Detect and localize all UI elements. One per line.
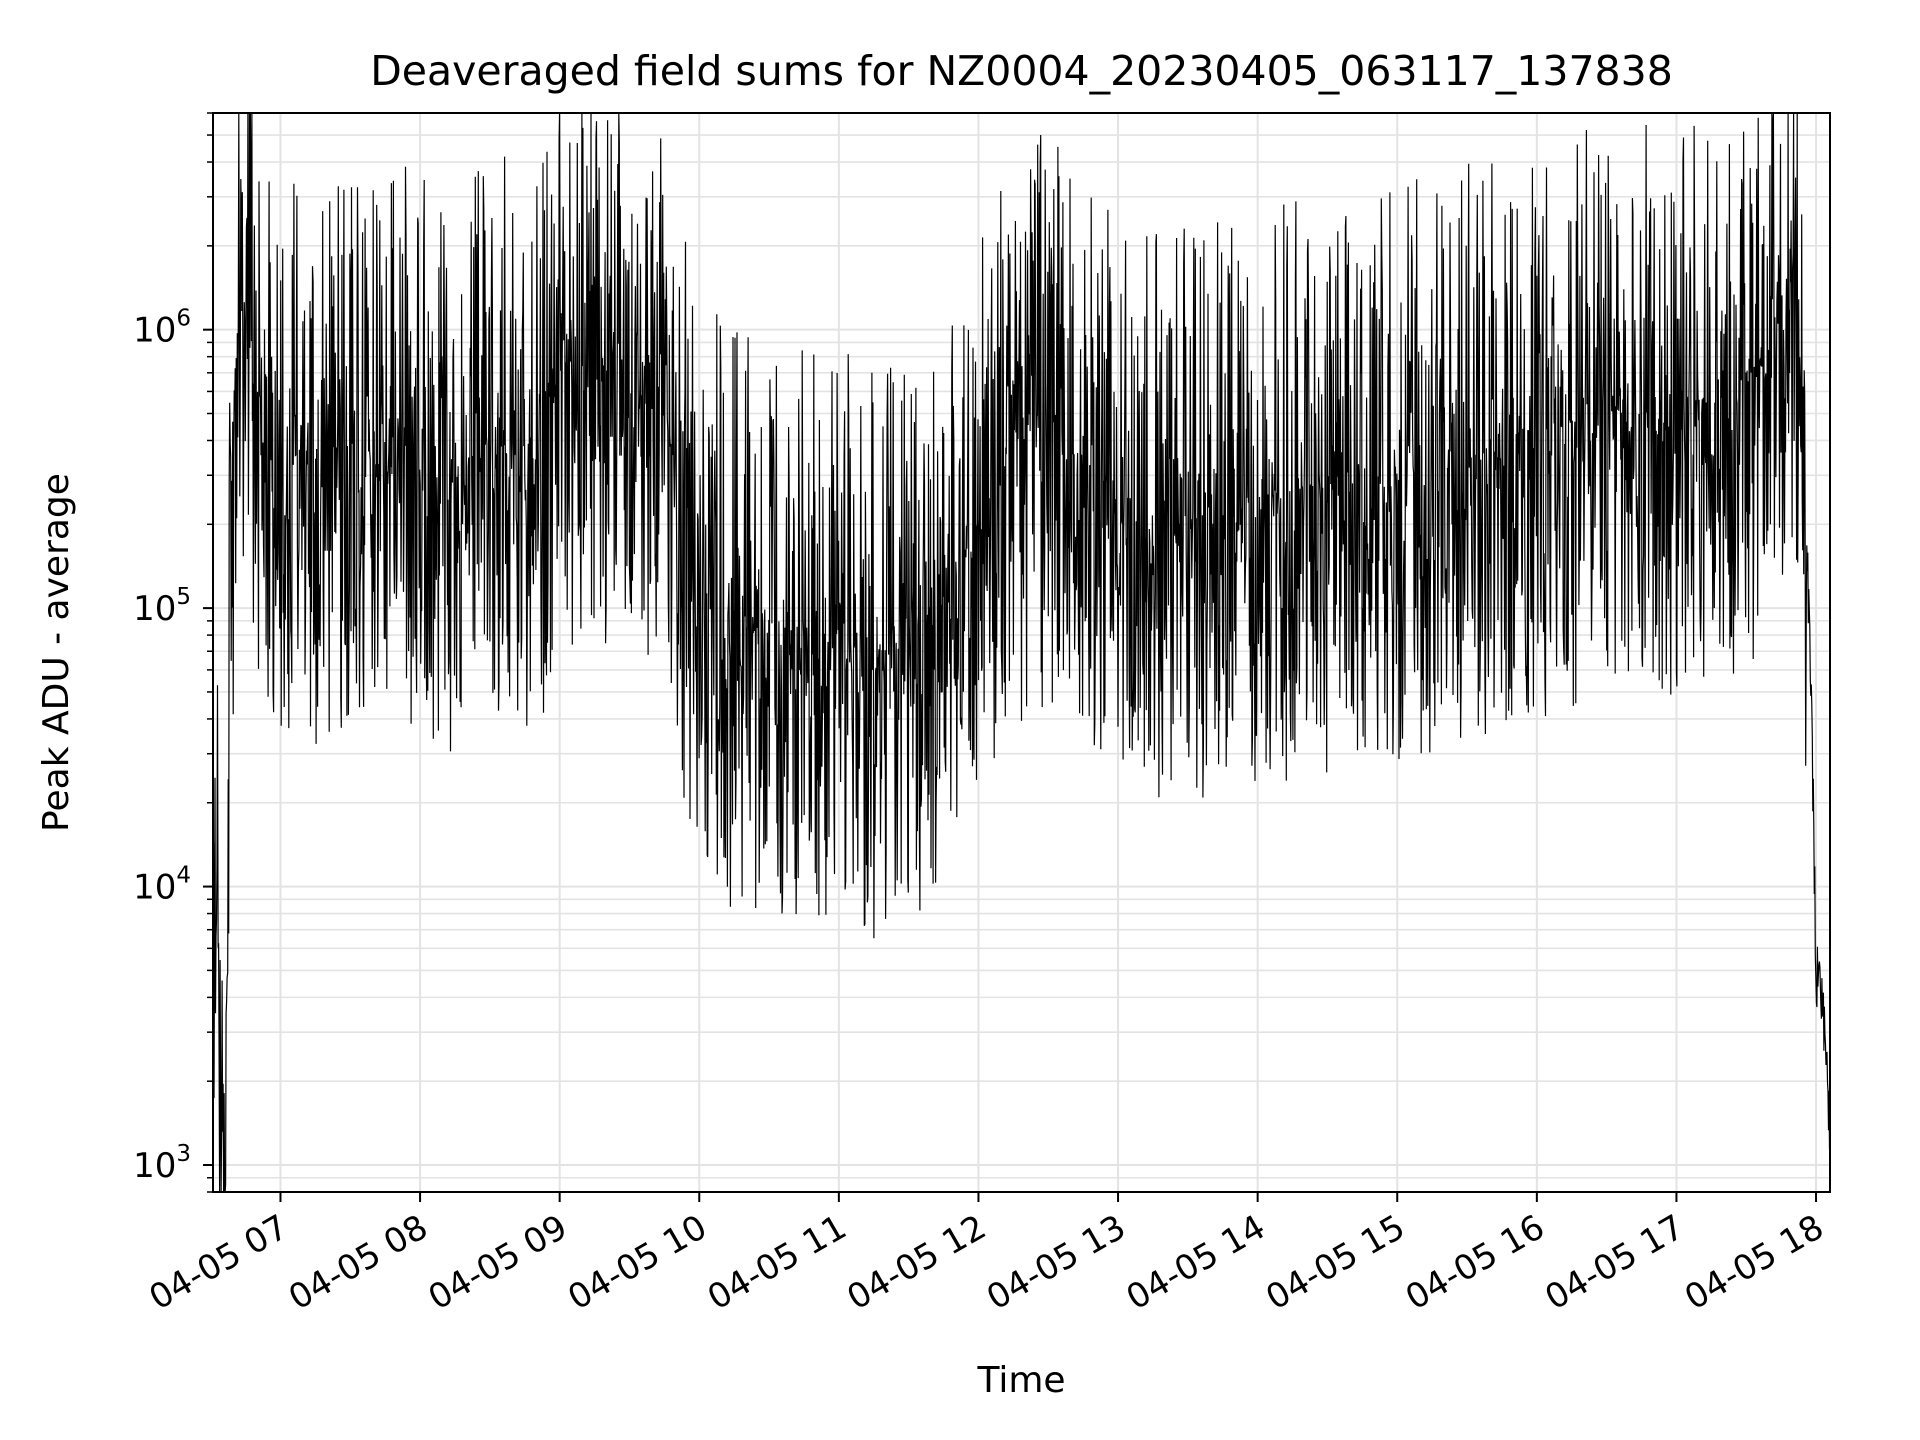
y-tick-label: 105 — [133, 584, 191, 629]
series-line — [212, 112, 1831, 1193]
y-tick-label: 104 — [133, 863, 191, 908]
plot-area — [212, 112, 1831, 1193]
x-axis-label: Time — [976, 1360, 1065, 1401]
svg-text:103: 103 — [133, 1141, 191, 1186]
chart-title: Deaveraged field sums for NZ0004_2023040… — [370, 47, 1673, 95]
y-axis: 103 104 105 106 — [133, 112, 213, 1193]
y-axis-label: Peak ADU - average — [36, 473, 77, 832]
svg-text:104: 104 — [133, 863, 191, 908]
plot-frame — [212, 112, 1831, 1193]
y-tick-label: 103 — [133, 1141, 191, 1186]
svg-text:106: 106 — [133, 306, 191, 351]
y-tick-label: 106 — [133, 306, 191, 351]
svg-text:105: 105 — [133, 584, 191, 629]
